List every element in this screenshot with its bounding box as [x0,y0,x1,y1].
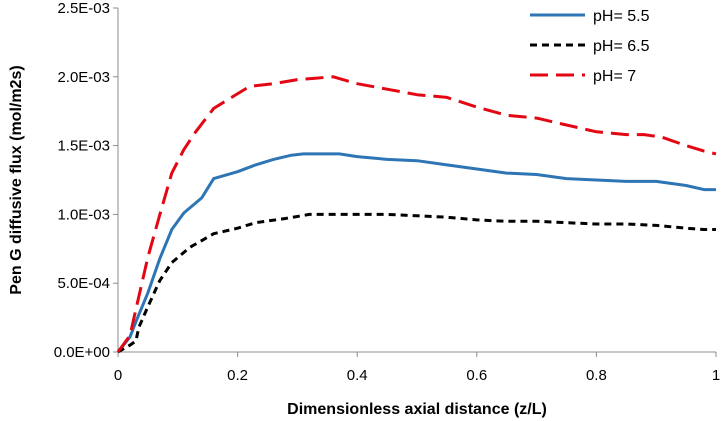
legend: pH= 5.5 pH= 6.5 pH= 7 [530,8,650,85]
y-axis-ticks: 0.0E+00 5.0E-04 1.0E-03 1.5E-03 2.0E-03 2.5E-… [54,0,118,361]
legend-label-2: pH= 6.5 [593,38,650,55]
series-line-2 [117,212,716,354]
legend-label-3: pH= 7 [593,68,636,85]
x-tick-label: 0 [114,367,122,384]
y-axis-title: Pen G diffusive flux (mol/m2s) [8,65,25,294]
x-tick-label: 0.6 [466,367,487,384]
series-line-3 [116,75,717,353]
y-tick-label: 1.0E-03 [57,206,110,223]
y-tick-label: 2.5E-03 [57,0,110,17]
legend-label-1: pH= 5.5 [593,8,650,25]
axes [117,8,716,353]
y-tick-label: 2.0E-03 [57,69,110,86]
series-line-1 [116,152,716,353]
series-layer [116,75,717,354]
x-axis-title: Dimensionless axial distance (z/L) [287,401,547,418]
x-tick-label: 1 [712,367,720,384]
x-tick-label: 0.4 [347,367,368,384]
x-axis-ticks: 0 0.2 0.4 0.6 0.8 1 [114,352,720,384]
y-tick-label: 5.0E-04 [57,275,110,292]
x-tick-label: 0.2 [227,367,248,384]
y-tick-label: 0.0E+00 [54,344,110,361]
x-tick-label: 0.8 [586,367,607,384]
y-tick-label: 1.5E-03 [57,138,110,155]
